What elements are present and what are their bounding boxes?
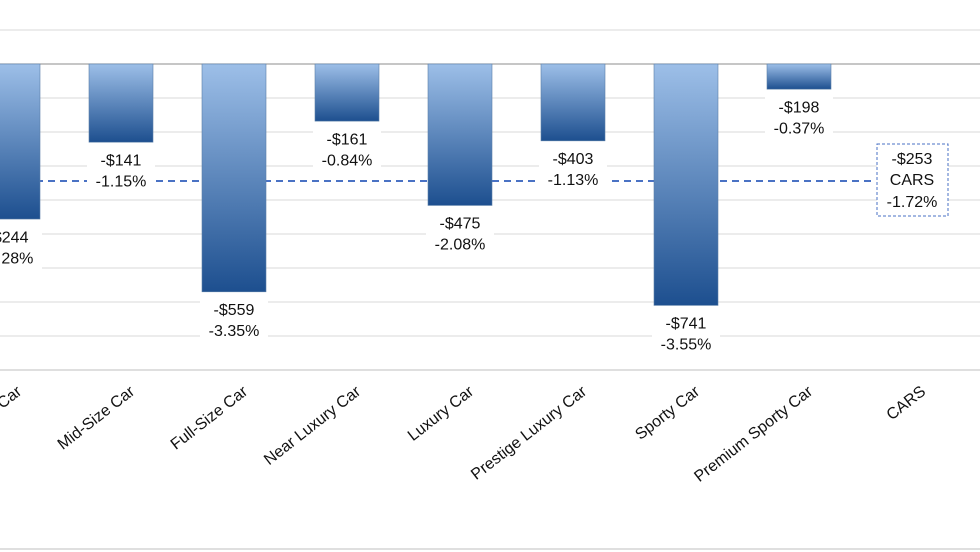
average-name: CARS — [890, 172, 934, 189]
bar — [314, 63, 380, 122]
average-box — [876, 143, 949, 217]
bar — [653, 63, 719, 306]
bar — [766, 63, 832, 90]
value-label: -2.08% — [435, 237, 486, 254]
bar — [427, 63, 493, 206]
value-label: -3.35% — [209, 323, 260, 340]
average-value-label: -1.72% — [887, 194, 938, 211]
label-bg — [652, 313, 720, 356]
label-bg — [0, 227, 42, 270]
label-bg — [87, 150, 155, 193]
label-bg — [313, 129, 381, 172]
dollar-label: -$559 — [214, 302, 255, 319]
dollar-label: -$244 — [0, 229, 29, 246]
value-label: -1.13% — [548, 172, 599, 189]
label-bg — [765, 97, 833, 140]
dollar-label: -$141 — [101, 152, 142, 169]
dollar-label: -$741 — [666, 316, 707, 333]
dollar-label: -$403 — [553, 151, 594, 168]
value-label: -2.28% — [0, 250, 33, 267]
value-label: -0.84% — [322, 152, 373, 169]
bar — [0, 63, 41, 220]
value-label: -0.37% — [774, 120, 825, 137]
label-bg — [426, 213, 494, 256]
average-dollar-label: -$253 — [892, 151, 933, 168]
label-bg — [539, 148, 607, 191]
value-label: -3.55% — [661, 337, 712, 354]
dollar-label: -$198 — [779, 99, 820, 116]
dollar-label: -$161 — [327, 131, 368, 148]
label-bg — [200, 299, 268, 342]
bar — [201, 63, 267, 293]
value-label: -1.15% — [96, 173, 147, 190]
dollar-label: -$475 — [440, 216, 481, 233]
bar — [88, 63, 154, 143]
bar — [540, 63, 606, 142]
